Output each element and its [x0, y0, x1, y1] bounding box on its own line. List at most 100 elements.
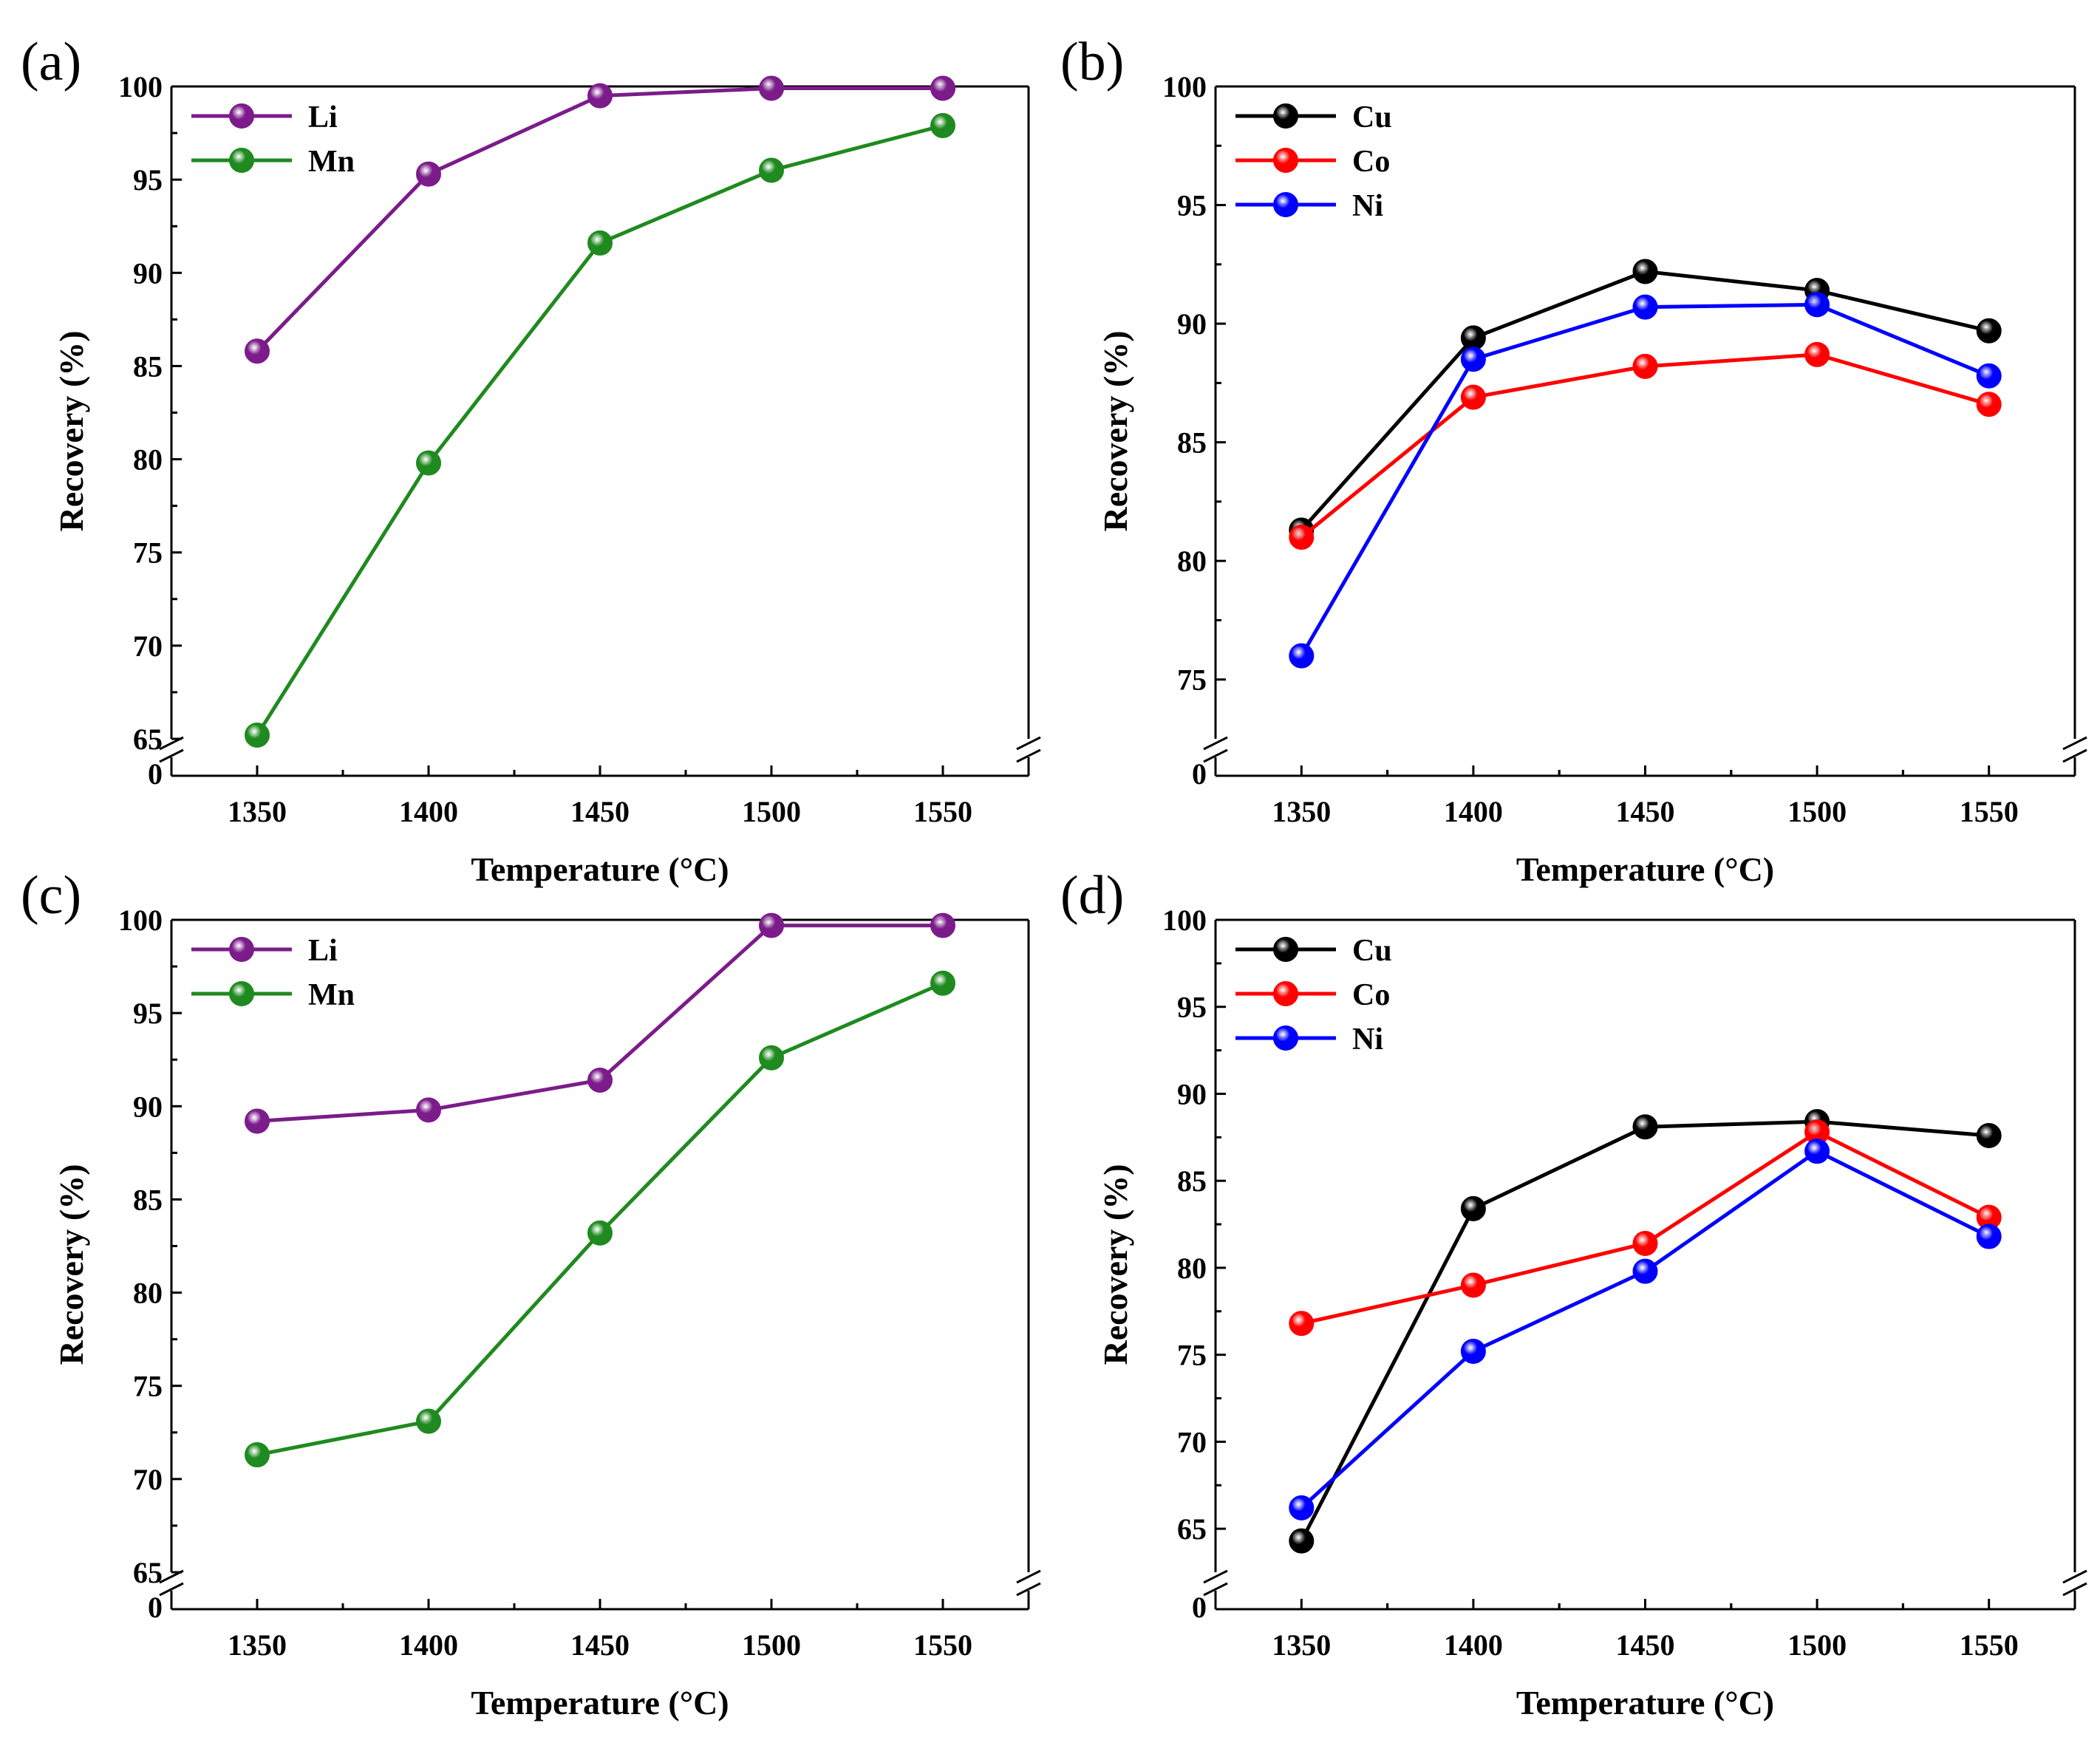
data-point-ni: [1804, 1139, 1830, 1164]
x-tick-label: 1450: [1616, 795, 1675, 828]
y-tick-label: 75: [133, 1370, 163, 1403]
legend-label-mn: Mn: [308, 145, 355, 179]
data-point-ni: [1976, 363, 2002, 389]
x-tick-label: 1350: [1272, 1628, 1331, 1662]
data-point-mn: [587, 230, 613, 256]
x-tick-label: 1350: [228, 795, 287, 828]
y-tick-label: 85: [1177, 1164, 1207, 1198]
legend-label-cu: Cu: [1352, 100, 1392, 134]
data-point-ni: [1460, 347, 1486, 372]
panel-label-c: (c): [21, 865, 81, 926]
y-tick-label: 95: [1177, 189, 1207, 222]
axis-break-mark-left: [1203, 736, 1228, 751]
y-tick-label: 65: [133, 723, 163, 756]
panel-label-d: (d): [1060, 865, 1124, 926]
y-tick-label: 70: [1177, 1425, 1207, 1458]
panels: (a) 65 70 75 80 85 90 95 100 0 1350 1400 1450 1500 155…: [21, 32, 2087, 1721]
y-tick-label: 85: [133, 1183, 163, 1216]
legend-label-ni: Ni: [1352, 189, 1383, 223]
y-tick-label: 100: [1162, 70, 1207, 103]
axis-break-mark-right: [2062, 1582, 2087, 1597]
legend-marker-co: [1273, 981, 1298, 1006]
legend-marker-mn: [229, 981, 254, 1006]
data-point-li: [930, 912, 955, 938]
data-point-co: [1460, 1272, 1486, 1298]
x-tick-label: 1550: [1960, 1628, 2019, 1662]
legend-marker-cu: [1273, 103, 1298, 129]
data-point-li: [759, 75, 784, 101]
legend-marker-cu: [1273, 937, 1298, 962]
panel-a: (a) 65 70 75 80 85 90 95 100 0 1350 1400 1450 1500 155…: [21, 32, 1041, 888]
data-point-ni: [1460, 1338, 1486, 1364]
y-tick-label: 80: [133, 443, 163, 477]
data-point-li: [759, 912, 784, 938]
y-tick-label: 100: [118, 904, 163, 937]
data-point-co: [1289, 525, 1315, 550]
y-tick-label: 90: [1177, 307, 1207, 341]
data-point-mn: [245, 1442, 270, 1468]
legend-marker-ni: [1273, 192, 1298, 217]
data-point-li: [587, 1067, 613, 1093]
data-point-ni: [1632, 294, 1658, 320]
data-point-cu: [1289, 1528, 1315, 1554]
axis-break-mark-right: [1016, 736, 1041, 751]
legend-label-co: Co: [1352, 978, 1390, 1012]
x-tick-label: 1550: [1960, 795, 2019, 828]
x-tick-label: 1450: [570, 1628, 630, 1662]
axis-break-mark-left: [159, 1582, 184, 1597]
y-axis-title: Recovery (%): [52, 1164, 90, 1365]
y-tick-label: 95: [133, 997, 163, 1030]
axis-break-mark-left: [1203, 1582, 1228, 1597]
data-point-li: [245, 338, 270, 364]
data-point-ni: [1632, 1258, 1658, 1284]
axis-break-mark-right: [2062, 1569, 2087, 1584]
legend-label-cu: Cu: [1352, 934, 1392, 968]
x-tick-label: 1400: [399, 1628, 458, 1662]
data-point-mn: [587, 1220, 613, 1246]
y-tick-label: 75: [133, 536, 163, 570]
data-point-co: [1804, 341, 1830, 367]
data-point-ni: [1976, 1224, 2002, 1249]
x-tick-label: 1400: [1444, 1628, 1503, 1662]
data-point-ni: [1804, 292, 1830, 318]
x-tick-label: 1450: [570, 795, 630, 828]
y-zero-label: 0: [148, 757, 163, 791]
legend-label-li: Li: [308, 934, 338, 968]
legend-label-mn: Mn: [308, 978, 355, 1012]
axis-break-mark-left: [1203, 1569, 1228, 1584]
axis-break-mark-right: [2062, 736, 2087, 751]
x-tick-label: 1400: [399, 795, 458, 828]
data-point-mn: [759, 157, 784, 183]
y-tick-label: 70: [133, 1463, 163, 1496]
x-tick-label: 1500: [1787, 795, 1847, 828]
data-point-cu: [1632, 259, 1658, 284]
y-tick-label: 90: [133, 1090, 163, 1123]
axis-break-mark-right: [1016, 748, 1041, 763]
panel-label-b: (b): [1060, 32, 1124, 92]
data-point-co: [1632, 1230, 1658, 1256]
panel-b: (b) 75 80 85 90 95 100 0 1350 1400 1450 1500 1550 Tem…: [1060, 32, 2087, 888]
y-tick-label: 65: [133, 1556, 163, 1589]
x-tick-label: 1350: [228, 1628, 287, 1662]
data-point-mn: [930, 970, 955, 996]
y-tick-label: 100: [118, 70, 163, 103]
data-point-mn: [245, 722, 270, 748]
panel-label-a: (a): [21, 32, 81, 92]
legend-marker-mn: [229, 148, 254, 173]
legend-label-co: Co: [1352, 145, 1390, 179]
axis-break-mark-left: [1203, 748, 1228, 763]
data-point-co: [1289, 1311, 1315, 1337]
data-point-cu: [1460, 1195, 1486, 1221]
data-point-cu: [1632, 1114, 1658, 1140]
y-axis-title: Recovery (%): [1097, 330, 1134, 531]
y-tick-label: 80: [1177, 1252, 1207, 1285]
panel-d: (d) 65 70 75 80 85 90 95 100 0 1350 1400 1450 1500 155…: [1060, 865, 2087, 1721]
y-tick-label: 80: [1177, 545, 1207, 578]
legend-marker-li: [229, 937, 254, 962]
x-axis-title: Temperature (°C): [471, 850, 729, 888]
x-tick-label: 1500: [742, 1628, 801, 1662]
y-tick-label: 95: [1177, 991, 1207, 1024]
data-point-mn: [416, 450, 441, 476]
